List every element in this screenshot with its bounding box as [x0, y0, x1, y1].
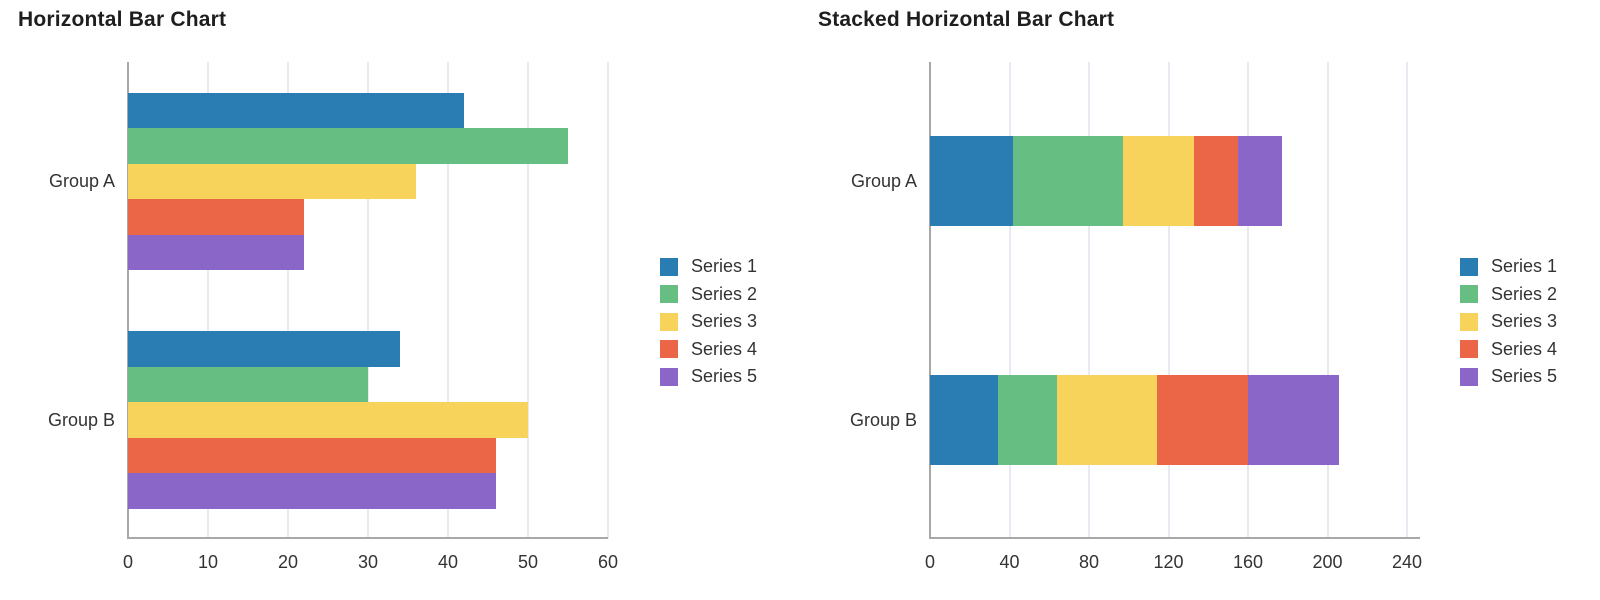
bar-series-4-group-a [128, 199, 304, 235]
legend-item-series-5: Series 5 [1460, 363, 1557, 391]
stacked-segment-series-3-group-a [1122, 136, 1195, 227]
stacked-segment-series-4-group-a [1194, 136, 1239, 227]
gridline-x-0 [127, 62, 129, 539]
legend-item-series-3: Series 3 [660, 308, 757, 336]
plot-area-grouped-bar-chart [127, 62, 609, 539]
legend-swatch-series-3 [660, 312, 678, 331]
legend-swatch-series-5 [660, 367, 678, 386]
category-label-group-b: Group B [849, 409, 917, 430]
x-axis-tick-label-20: 20 [277, 552, 299, 572]
legend-swatch-series-1 [660, 257, 678, 276]
x-axis-line [930, 537, 1420, 539]
legend-swatch-series-2 [1460, 285, 1478, 304]
x-axis-tick-label-160: 160 [1232, 552, 1264, 572]
bar-series-4-group-b [128, 437, 496, 473]
gridline-x-120 [1167, 62, 1170, 539]
bar-series-3-group-a [128, 163, 416, 199]
bar-series-2-group-a [128, 128, 568, 164]
gridline-x-80 [1088, 62, 1090, 539]
legend-swatch-series-4 [660, 340, 678, 359]
legend-item-series-4: Series 4 [1460, 336, 1557, 364]
legend-swatch-series-3 [1460, 312, 1478, 331]
x-axis-tick-label-0: 0 [122, 552, 133, 572]
stacked-segment-series-5-group-a [1238, 136, 1282, 227]
x-axis-tick-label-60: 60 [597, 552, 619, 572]
legend-item-series-2: Series 2 [660, 281, 757, 309]
legend-label-series-1: Series 1 [1491, 256, 1558, 277]
x-axis-tick-label-40: 40 [437, 552, 459, 572]
legend-item-series-1: Series 1 [660, 253, 757, 281]
bar-series-5-group-b [128, 473, 496, 509]
legend-item-series-5: Series 5 [660, 363, 757, 391]
stacked-segment-series-1-group-a [930, 136, 1014, 227]
gridline-x-60 [607, 62, 609, 539]
legend-swatch-series-1 [1460, 257, 1478, 276]
x-axis-line [128, 537, 608, 539]
gridline-x-30 [367, 62, 369, 539]
gridline-x-20 [287, 62, 289, 539]
gridline-x-50 [527, 62, 529, 539]
stacked-segment-series-2-group-b [997, 374, 1058, 465]
x-axis-tick-label-120: 120 [1153, 552, 1184, 572]
legend-label-series-5: Series 5 [691, 366, 758, 387]
legend-item-series-4: Series 4 [660, 336, 757, 364]
legend-label-series-3: Series 3 [1491, 311, 1558, 332]
bar-series-1-group-a [128, 92, 464, 128]
legend-label-series-5: Series 5 [1491, 366, 1558, 387]
x-axis-tick-label-50: 50 [517, 552, 539, 572]
stacked-segment-series-4-group-b [1156, 374, 1248, 465]
chart-title-stacked: Stacked Horizontal Bar Chart [818, 8, 1115, 31]
gridline-x-200 [1326, 62, 1329, 539]
x-axis-tick-label-40: 40 [999, 552, 1020, 572]
x-axis-tick-label-30: 30 [357, 552, 379, 572]
gridline-x-40 [447, 62, 449, 539]
legend-swatch-series-2 [660, 285, 678, 304]
gridline-x-240 [1406, 62, 1408, 539]
legend-swatch-series-4 [1460, 340, 1478, 359]
legend-label-series-4: Series 4 [1491, 338, 1558, 359]
gridline-x-160 [1247, 62, 1249, 539]
legend-label-series-4: Series 4 [691, 338, 758, 359]
bar-series-3-group-b [128, 402, 528, 438]
stacked-segment-series-5-group-b [1248, 374, 1340, 465]
legend-item-series-2: Series 2 [1460, 281, 1557, 309]
gridline-x-0 [929, 62, 931, 539]
x-axis-tick-label-0: 0 [924, 552, 935, 572]
legend-label-series-1: Series 1 [691, 256, 758, 277]
stacked-segment-series-1-group-b [930, 374, 998, 465]
legend-item-series-3: Series 3 [1460, 308, 1557, 336]
stacked-segment-series-2-group-a [1013, 136, 1123, 227]
legend-label-series-2: Series 2 [691, 283, 758, 304]
x-axis-tick-label-240: 240 [1391, 552, 1423, 572]
legend-label-series-2: Series 2 [1491, 283, 1558, 304]
x-axis-tick-label-200: 200 [1312, 552, 1343, 572]
gridline-x-10 [207, 62, 209, 539]
legend-swatch-series-5 [1460, 367, 1478, 386]
x-axis-tick-label-80: 80 [1078, 552, 1100, 572]
stacked-segment-series-3-group-b [1057, 374, 1157, 465]
legend-item-series-1: Series 1 [1460, 253, 1557, 281]
plot-area-stacked-bar-chart [929, 62, 1420, 539]
legend-stacked-bar-chart: Series 1 Series 2 Series 3 Series 4 Series 5 [1460, 253, 1557, 391]
category-label-group-a: Group A [850, 171, 917, 192]
gridline-x-40 [1008, 62, 1011, 539]
x-axis-tick-label-10: 10 [197, 552, 219, 572]
bar-series-5-group-a [128, 234, 304, 270]
category-label-group-a: Group A [48, 171, 115, 192]
chart-title-grouped: Horizontal Bar Chart [18, 8, 227, 31]
category-label-group-b: Group B [47, 409, 115, 430]
bar-series-1-group-b [128, 331, 400, 367]
legend-grouped-bar-chart: Series 1 Series 2 Series 3 Series 4 Series 5 [660, 253, 757, 391]
legend-label-series-3: Series 3 [691, 311, 758, 332]
bar-series-2-group-b [128, 366, 368, 402]
